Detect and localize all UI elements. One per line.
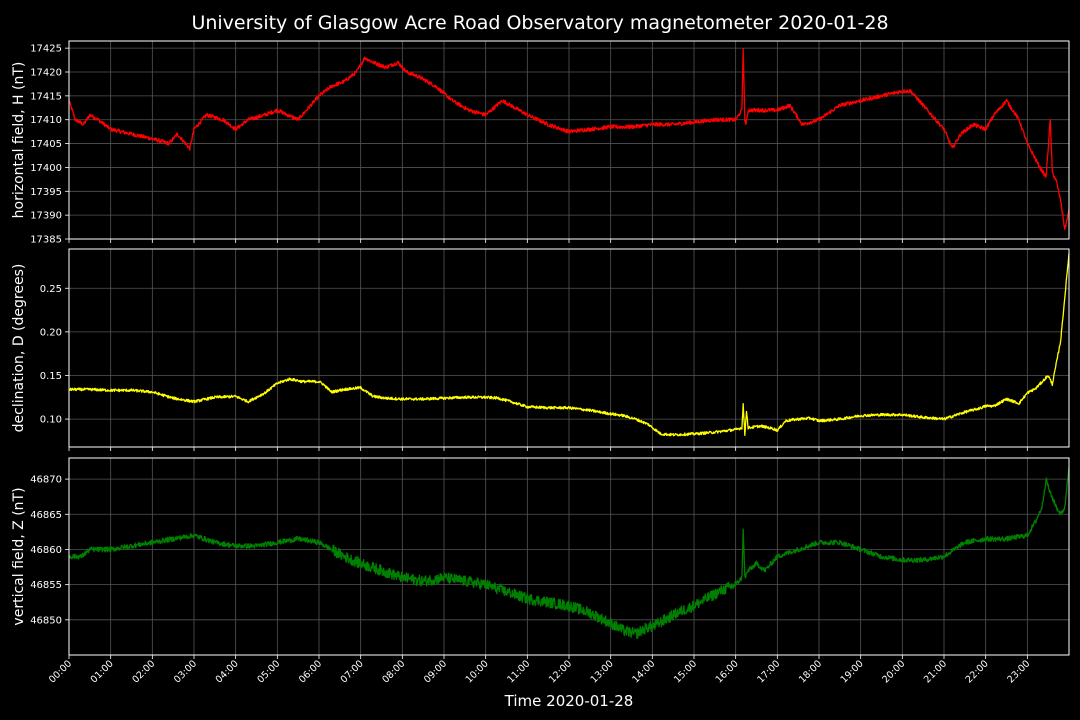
x-axis-label: Time 2020-01-28 [504,692,634,710]
y-axis-label: vertical field, Z (nT) [11,487,27,625]
y-tick-label: 17400 [30,163,62,174]
y-tick-label: 17405 [30,139,62,150]
y-tick-label: 46860 [30,545,62,556]
y-tick-label: 17410 [30,115,62,126]
panel-declination: 0.10 0.15 0.20 0.25 declination, D (degrees) [11,248,1070,451]
panel-frame [68,457,1070,656]
y-tick-label: 46865 [30,510,62,521]
y-axis-label: declination, D (degrees) [11,264,27,433]
y-tick-label: 46850 [30,615,62,626]
y-tick-label: 0.20 [40,327,62,338]
vertical-series-line [68,467,1070,639]
y-tick-label: 46855 [30,580,62,591]
y-tick-label: 0.10 [40,415,62,426]
y-tick-label: 17425 [30,44,62,55]
y-tick-label: 0.15 [40,371,62,382]
chart-panels: 17385 17390 17395 17400 17405 17410 17415 17420… [11,40,1070,685]
y-tick-label: 17415 [30,91,62,102]
y-tick-label: 17420 [30,68,62,79]
declination-series-line [68,253,1070,437]
panel-frame [68,40,1070,240]
panel-frame [68,248,1070,448]
y-axis-label: horizontal field, H (nT) [11,62,27,219]
horizontal-series-line [68,48,1070,231]
chart-title: University of Glasgow Acre Road Observat… [191,12,888,34]
y-tick-label: 46870 [30,475,62,486]
y-tick-label: 17390 [30,211,62,222]
y-tick-label: 17385 [30,235,62,246]
y-tick-label: 17395 [30,187,62,198]
panel-horizontal: 17385 17390 17395 17400 17405 17410 17415 17420… [11,40,1070,246]
y-tick-label: 0.25 [40,284,62,295]
